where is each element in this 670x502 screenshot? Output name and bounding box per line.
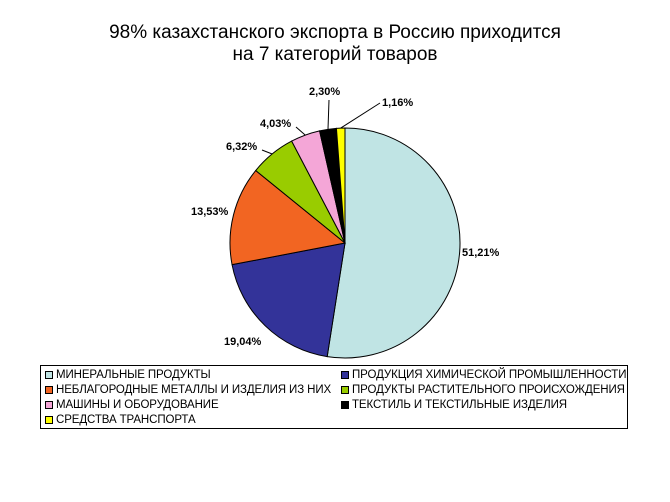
legend-label: СРЕДСТВА ТРАНСПОРТА: [56, 414, 196, 426]
chart-legend: МИНЕРАЛЬНЫЕ ПРОДУКТЫ ПРОДУКЦИЯ ХИМИЧЕСКОЙ…: [40, 365, 628, 429]
leader-line: [295, 126, 306, 136]
legend-swatch: [341, 371, 349, 379]
legend-label: ТЕКСТИЛЬ И ТЕКСТИЛЬНЫЕ ИЗДЕЛИЯ: [352, 399, 567, 411]
data-label: 51,21%: [462, 247, 500, 259]
legend-item: СРЕДСТВА ТРАНСПОРТА: [45, 413, 196, 427]
chart-title: 98% казахстанского экспорта в Россию при…: [0, 22, 670, 66]
pie-slice: [326, 127, 461, 359]
leader-line: [340, 102, 381, 129]
pie-slice: [229, 169, 347, 266]
legend-swatch: [45, 386, 53, 394]
legend-swatch: [341, 386, 349, 394]
legend-item: ПРОДУКТЫ РАСТИТЕЛЬНОГО ПРОИСХОЖДЕНИЯ: [341, 383, 625, 397]
pie-slice: [231, 242, 346, 358]
legend-label: НЕБЛАГОРОДНЫЕ МЕТАЛЛЫ И ИЗДЕЛИЯ ИЗ НИХ: [56, 384, 332, 396]
legend-item: ТЕКСТИЛЬ И ТЕКСТИЛЬНЫЕ ИЗДЕЛИЯ: [341, 398, 567, 412]
data-label: 6,32%: [226, 141, 257, 153]
legend-item: МАШИНЫ И ОБОРУДОВАНИЕ: [45, 398, 219, 412]
pie-chart: 51,21% 19,04% 13,53% 6,32%4,03% 2,30% 1,16%: [191, 86, 500, 359]
legend-label: МАШИНЫ И ОБОРУДОВАНИЕ: [56, 399, 219, 411]
legend-label: ПРОДУКТЫ РАСТИТЕЛЬНОГО ПРОИСХОЖДЕНИЯ: [352, 384, 625, 396]
legend-swatch: [45, 416, 53, 424]
data-label: 19,04%: [224, 336, 262, 348]
data-label: 1,16%: [382, 97, 413, 109]
legend-item: МИНЕРАЛЬНЫЕ ПРОДУКТЫ: [45, 368, 211, 382]
legend-item: НЕБЛАГОРОДНЫЕ МЕТАЛЛЫ И ИЗДЕЛИЯ ИЗ НИХ: [45, 383, 331, 397]
chart-title-line-2: на 7 категорий товаров: [232, 44, 438, 65]
leader-line: [327, 99, 330, 130]
data-label: 13,53%: [191, 206, 229, 218]
data-label: 4,03%: [260, 118, 291, 130]
chart-title-line-1: 98% казахстанского экспорта в Россию при…: [109, 22, 561, 43]
legend-item: ПРОДУКЦИЯ ХИМИЧЕСКОЙ ПРОМЫШЛЕННОСТИ: [341, 368, 626, 382]
legend-swatch: [341, 401, 349, 409]
legend-swatch: [45, 371, 53, 379]
legend-label: МИНЕРАЛЬНЫЕ ПРОДУКТЫ: [56, 369, 211, 381]
leader-line: [261, 149, 273, 155]
legend-swatch: [45, 401, 53, 409]
data-label: 2,30%: [309, 86, 340, 98]
legend-label: ПРОДУКЦИЯ ХИМИЧЕСКОЙ ПРОМЫШЛЕННОСТИ: [352, 369, 627, 381]
